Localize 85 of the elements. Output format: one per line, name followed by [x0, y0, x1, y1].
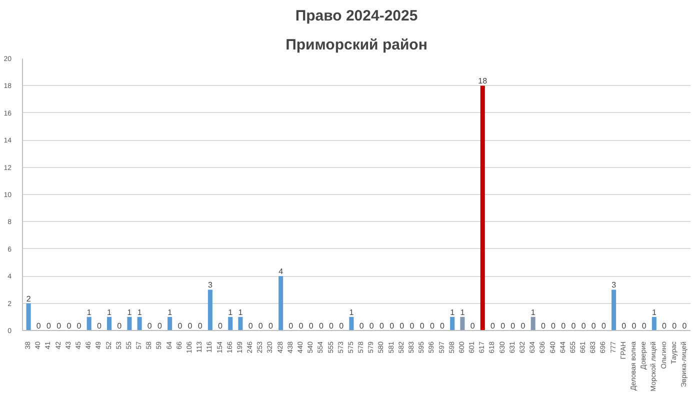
data-label: 0	[662, 322, 668, 330]
bar	[460, 316, 465, 330]
data-label: 0	[490, 322, 496, 330]
data-label: 0	[682, 322, 688, 330]
data-label: 1	[127, 308, 132, 317]
data-label: 0	[36, 322, 42, 330]
data-label: 0	[258, 322, 264, 330]
data-label: 0	[561, 322, 566, 330]
data-label: 1	[349, 308, 354, 317]
data-label: 1	[228, 308, 234, 317]
data-label: 0	[268, 322, 274, 330]
data-label: 1	[168, 308, 173, 317]
bar	[530, 316, 536, 330]
data-label: 0	[410, 322, 415, 330]
data-label: 0	[288, 322, 294, 330]
data-label: 0	[672, 322, 678, 330]
data-label: 0	[248, 322, 254, 330]
data-label: 0	[339, 322, 344, 330]
bar	[238, 316, 243, 330]
data-label: 0	[440, 322, 446, 330]
data-label: 0	[581, 322, 586, 330]
data-label: 0	[298, 322, 304, 330]
data-label: 0	[390, 322, 395, 330]
data-label: 1	[450, 308, 456, 317]
data-label: 4	[278, 267, 284, 276]
data-label: 0	[430, 322, 435, 330]
data-label: 1	[460, 308, 466, 317]
data-label: 1	[652, 308, 657, 317]
data-label: 0	[188, 322, 193, 330]
data-label: 0	[117, 322, 122, 330]
data-label: 0	[369, 322, 374, 330]
data-label: 0	[218, 322, 224, 330]
bar	[450, 316, 455, 330]
bar	[480, 86, 485, 330]
data-label: 0	[96, 322, 102, 330]
data-label: 1	[137, 308, 142, 317]
bar	[127, 316, 132, 330]
chart-subtitle: Приморский район	[286, 36, 428, 54]
data-label: 0	[308, 322, 314, 330]
data-label: 0	[470, 322, 476, 330]
data-label: 0	[520, 322, 526, 330]
bar	[612, 290, 616, 330]
data-label: 0	[56, 322, 62, 330]
bar	[652, 316, 656, 330]
bar	[208, 290, 212, 330]
data-label: 0	[540, 322, 546, 330]
data-label: 0	[500, 322, 506, 330]
data-label: 0	[591, 322, 596, 330]
data-label: 0	[76, 322, 82, 330]
bar	[137, 316, 142, 330]
data-label: 0	[642, 322, 647, 330]
data-label: 2	[26, 294, 32, 304]
chart-title: Право 2024-2025	[295, 8, 418, 24]
data-label: 0	[622, 322, 627, 330]
data-label: 0	[551, 322, 556, 330]
data-label: 18	[478, 76, 488, 86]
data-label: 3	[612, 280, 617, 290]
data-label: 0	[400, 322, 405, 330]
data-label: 0	[178, 322, 183, 330]
data-label: 1	[530, 308, 536, 317]
data-label: 0	[147, 322, 152, 330]
bar	[107, 316, 112, 330]
data-label: 0	[571, 322, 576, 330]
data-label: 0	[601, 322, 606, 330]
bar	[278, 276, 284, 330]
data-label: 1	[238, 308, 244, 317]
data-label: 0	[632, 322, 637, 330]
data-label: 0	[329, 322, 334, 330]
data-label: 0	[420, 322, 425, 330]
data-label: 0	[198, 322, 203, 330]
data-label: 0	[318, 322, 324, 330]
data-label: 0	[66, 322, 72, 330]
data-label: 0	[158, 322, 163, 330]
bar	[168, 316, 172, 330]
bar	[228, 316, 233, 330]
data-label: 1	[107, 308, 112, 317]
data-label: 0	[510, 322, 516, 330]
data-label: 0	[380, 322, 384, 330]
bar	[26, 303, 31, 330]
data-label: 3	[208, 280, 213, 290]
bar	[86, 316, 92, 330]
bar	[349, 316, 354, 330]
data-label: 0	[359, 322, 364, 330]
data-label: 0	[46, 322, 52, 330]
data-label: 1	[86, 308, 92, 317]
